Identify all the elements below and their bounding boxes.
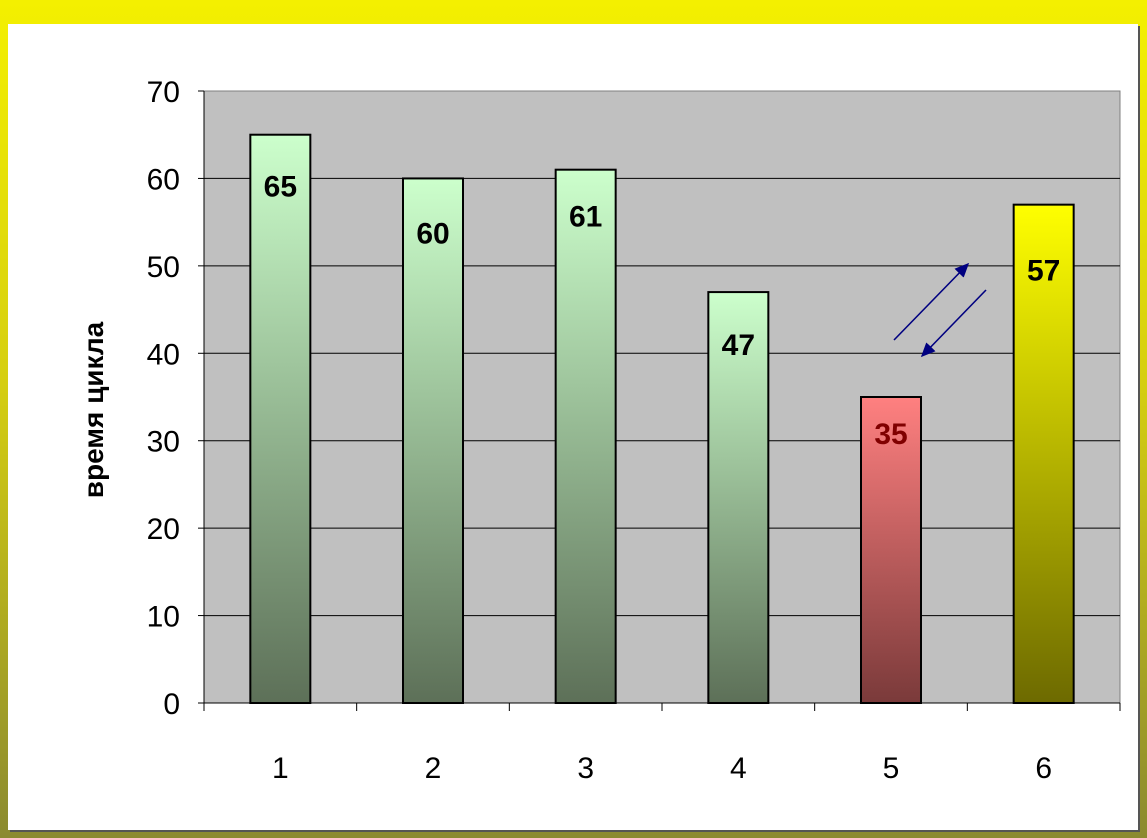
plot-area bbox=[203, 90, 1121, 704]
y-tick-label: 70 bbox=[147, 76, 180, 109]
x-tick-label: 4 bbox=[730, 752, 747, 785]
bar-2 bbox=[402, 177, 464, 704]
cycle-arrows-annotation bbox=[893, 262, 987, 358]
gridlines bbox=[204, 177, 1120, 617]
y-tick-label: 60 bbox=[147, 163, 180, 196]
bar-3 bbox=[554, 168, 617, 704]
y-tick-label: 40 bbox=[147, 338, 180, 371]
y-tick-label: 50 bbox=[147, 251, 180, 284]
x-tick-label: 6 bbox=[1035, 752, 1052, 785]
arrow-up bbox=[893, 262, 970, 341]
data-label-1: 65 bbox=[264, 171, 297, 204]
bars bbox=[249, 133, 1075, 705]
y-tick-label: 0 bbox=[163, 688, 180, 721]
y-tick-label: 20 bbox=[147, 513, 180, 546]
data-label-6: 57 bbox=[1027, 255, 1060, 288]
arrow-down bbox=[920, 289, 987, 358]
data-label-5: 35 bbox=[874, 418, 907, 451]
x-tick-label: 2 bbox=[425, 752, 442, 785]
data-label-2: 60 bbox=[416, 217, 449, 250]
bar-1 bbox=[249, 133, 312, 704]
x-tick-label: 1 bbox=[272, 752, 289, 785]
data-labels: 65 60 61 47 35 57 bbox=[264, 171, 1061, 451]
data-label-3: 61 bbox=[569, 201, 602, 234]
x-tick-label: 3 bbox=[577, 752, 594, 785]
y-tick-label: 10 bbox=[147, 601, 180, 634]
axes: 0 10 20 30 40 50 60 70 1 2 3 4 5 6 bbox=[147, 76, 1121, 785]
y-tick-label: 30 bbox=[147, 426, 180, 459]
data-label-4: 47 bbox=[722, 329, 755, 362]
y-axis-label: время цикла bbox=[78, 321, 109, 498]
bar-4 bbox=[707, 291, 770, 704]
x-tick-label: 5 bbox=[883, 752, 900, 785]
